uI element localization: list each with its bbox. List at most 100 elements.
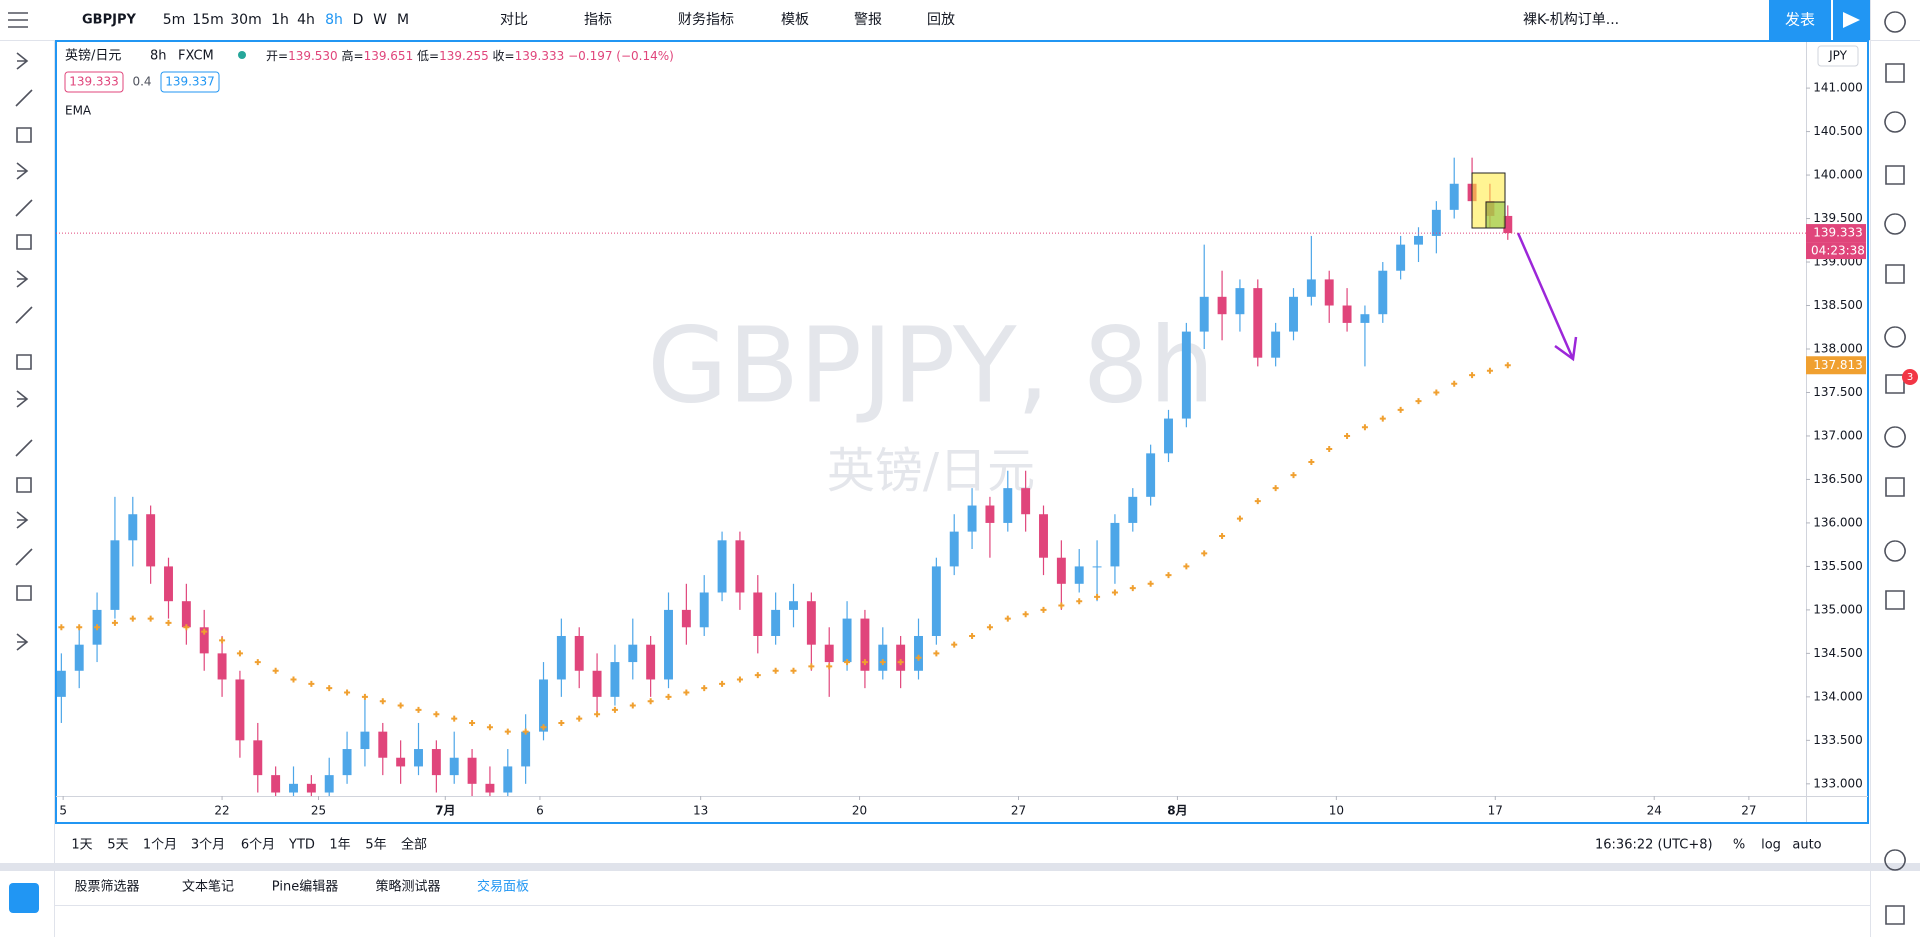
tool-icon[interactable] xyxy=(15,89,33,107)
tool-icon[interactable] xyxy=(16,390,29,408)
panel-tab[interactable]: 股票筛选器 xyxy=(74,880,139,895)
interval[interactable]: W xyxy=(373,12,387,28)
alerts[interactable]: 警报 xyxy=(854,12,882,28)
side-icon[interactable] xyxy=(1884,11,1906,33)
compare[interactable]: 对比 xyxy=(500,12,528,28)
financials[interactable]: 财务指标 xyxy=(678,12,734,28)
interval[interactable]: 5m xyxy=(163,12,186,28)
side-icon[interactable] xyxy=(1885,477,1905,497)
publish-button[interactable] xyxy=(1769,0,1831,40)
y-tick-label: 135.000 xyxy=(1813,602,1863,616)
tool-icon[interactable] xyxy=(16,511,29,529)
side-icon[interactable] xyxy=(1884,111,1906,133)
candle-body xyxy=(1360,314,1370,323)
ema-point xyxy=(736,676,743,683)
tool-icon[interactable] xyxy=(16,162,29,180)
interval[interactable]: D xyxy=(353,12,364,28)
indicators[interactable]: 指标 xyxy=(584,12,612,28)
candle-body xyxy=(1128,496,1138,523)
templates[interactable]: 模板 xyxy=(781,12,809,28)
candle-body xyxy=(378,731,388,758)
range-button[interactable]: 5天 xyxy=(107,838,128,853)
interval[interactable]: M xyxy=(397,12,409,28)
interval[interactable]: 8h xyxy=(325,12,343,28)
ema-point xyxy=(1058,602,1065,609)
range-button[interactable]: 6个月 xyxy=(241,838,275,853)
spread: 0.4 xyxy=(132,75,151,89)
ema-point xyxy=(147,615,154,622)
tool-icon[interactable] xyxy=(15,199,33,217)
interval[interactable]: 1h xyxy=(271,12,289,28)
percent-toggle[interactable]: % xyxy=(1733,838,1745,853)
auto-toggle[interactable]: auto xyxy=(1792,838,1821,853)
interval[interactable]: 4h xyxy=(297,12,315,28)
x-tick-label: 13 xyxy=(693,804,708,818)
interval[interactable]: 15m xyxy=(192,12,223,28)
candle-body xyxy=(556,635,566,680)
y-tick-label: 138.000 xyxy=(1813,341,1863,355)
bid-price: 139.333 xyxy=(69,75,119,89)
layout-name[interactable]: 裸K-机构订单... xyxy=(1523,12,1619,28)
range-button[interactable]: 1天 xyxy=(71,838,92,853)
ema-point xyxy=(772,667,779,674)
side-icon[interactable] xyxy=(1884,849,1906,871)
tool-icon[interactable] xyxy=(16,354,32,370)
symbol[interactable]: GBPJPY xyxy=(82,13,136,28)
indicator-name: EMA xyxy=(65,104,92,118)
tool-icon[interactable] xyxy=(16,52,29,70)
tool-icon[interactable] xyxy=(15,439,33,457)
candle-body xyxy=(628,644,638,663)
clock: 16:36:22 (UTC+8) xyxy=(1595,838,1713,853)
interval[interactable]: 30m xyxy=(230,12,261,28)
panel-tab[interactable]: 策略测试器 xyxy=(375,879,440,895)
ema-point xyxy=(326,685,333,692)
range-button[interactable]: YTD xyxy=(288,838,315,853)
ema-point xyxy=(361,693,368,700)
range-button[interactable]: 5年 xyxy=(365,838,386,853)
panel-tab[interactable]: 交易面板 xyxy=(477,879,529,895)
side-icon[interactable] xyxy=(1884,326,1906,348)
ema-point xyxy=(1486,367,1493,374)
ema-point xyxy=(1165,572,1172,579)
tool-icon[interactable] xyxy=(16,585,32,601)
x-tick-label: 25 xyxy=(311,804,326,818)
candle-body xyxy=(449,757,459,776)
range-button[interactable]: 1年 xyxy=(329,838,350,853)
log-toggle[interactable]: log xyxy=(1761,838,1781,853)
candle-body xyxy=(1146,453,1156,497)
tool-icon[interactable] xyxy=(16,127,32,143)
menu-icon[interactable] xyxy=(8,12,28,28)
candle-body xyxy=(539,679,548,732)
tool-icon[interactable] xyxy=(16,477,32,493)
side-icon[interactable] xyxy=(1884,213,1906,235)
side-icon[interactable] xyxy=(1885,63,1905,83)
side-icon[interactable] xyxy=(1884,426,1906,448)
side-icon[interactable] xyxy=(1885,264,1905,284)
ohlc-label: 收= xyxy=(493,49,515,63)
side-icon[interactable] xyxy=(1885,165,1905,185)
side-icon[interactable] xyxy=(1884,540,1906,562)
tool-icon[interactable] xyxy=(16,234,32,250)
replay[interactable]: 回放 xyxy=(927,12,955,28)
panel-tab[interactable]: Pine编辑器 xyxy=(272,880,338,895)
candle-body xyxy=(1253,288,1263,358)
publish[interactable]: 发表 xyxy=(1785,11,1815,29)
tool-icon[interactable] xyxy=(16,633,29,651)
ohlc-value: 139.255 xyxy=(439,49,489,63)
tool-icon[interactable] xyxy=(16,270,29,288)
panel-tab[interactable]: 文本笔记 xyxy=(182,879,234,895)
tool-icon[interactable] xyxy=(15,548,33,566)
tool-icon[interactable] xyxy=(15,306,33,324)
side-icon[interactable] xyxy=(1885,905,1905,925)
side-icon[interactable] xyxy=(1885,374,1905,394)
candle-body xyxy=(306,783,316,793)
candle-body xyxy=(414,749,423,767)
ema-point xyxy=(754,672,761,679)
range-button[interactable]: 3个月 xyxy=(191,838,225,853)
candle-body xyxy=(842,618,852,663)
candle-body xyxy=(289,783,298,793)
range-button[interactable]: 1个月 xyxy=(143,838,177,853)
range-button[interactable]: 全部 xyxy=(401,837,427,853)
favorites-button[interactable] xyxy=(9,883,39,913)
side-icon[interactable] xyxy=(1885,590,1905,610)
